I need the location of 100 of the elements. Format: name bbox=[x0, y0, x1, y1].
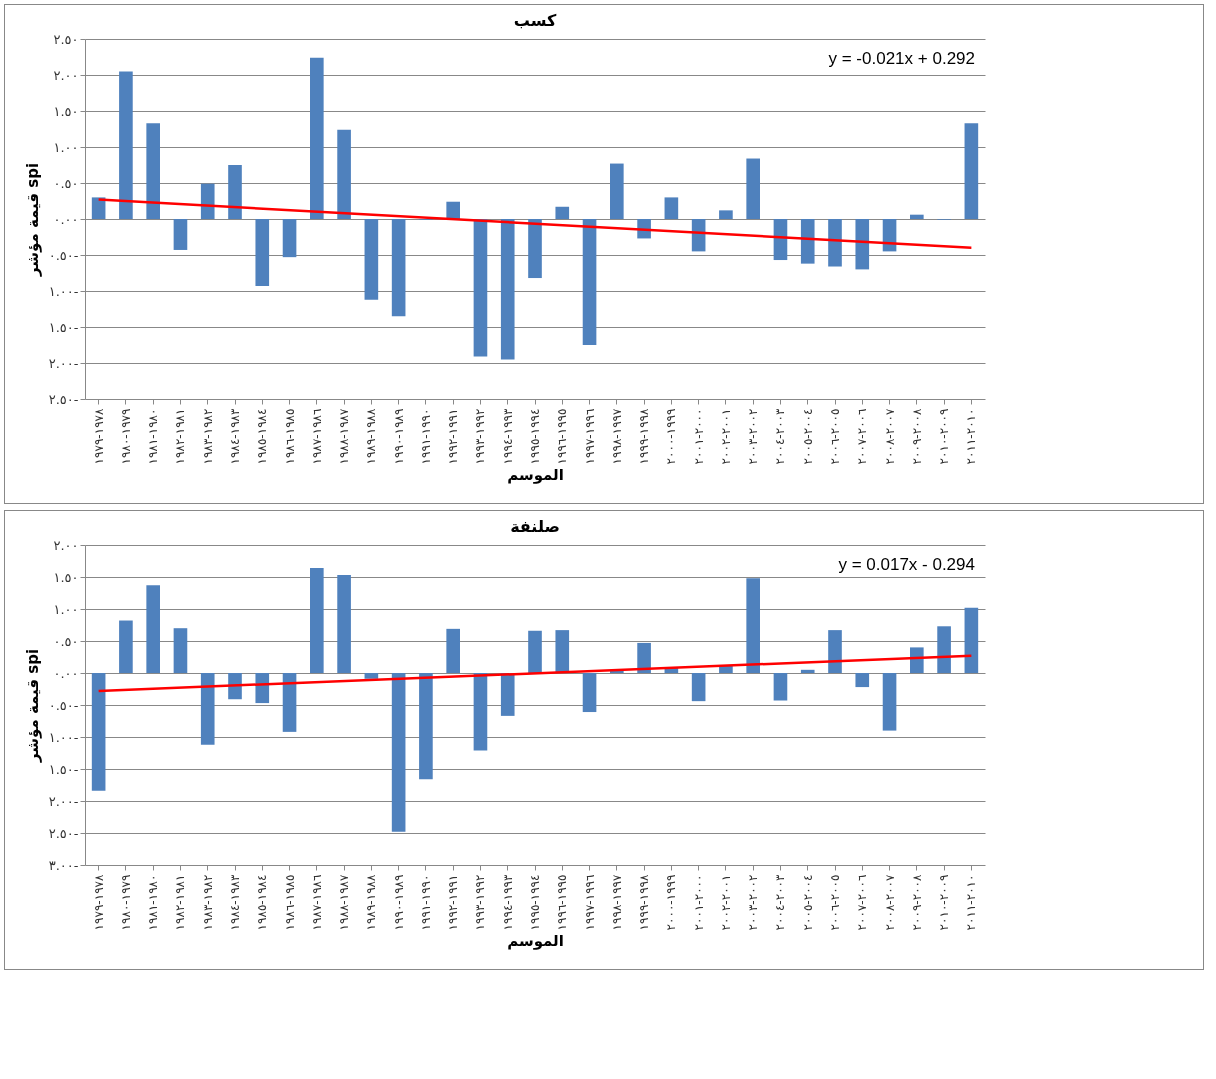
x-tick-label: ١٩٩٥-١٩٩٦ bbox=[555, 874, 570, 931]
bar bbox=[610, 163, 624, 219]
x-tick-label: ٢٠٠٤-٢٠٠٥ bbox=[800, 408, 815, 465]
x-tick-label: ٢٠٠٨-٢٠٠٩ bbox=[909, 407, 924, 465]
x-tick-label: ١٩٩٣-١٩٩٤ bbox=[500, 873, 515, 931]
bar bbox=[582, 219, 597, 345]
y-tick-label: ٢.٥٠- bbox=[48, 391, 79, 407]
x-tick-label: ١٩٩٢-١٩٩٣ bbox=[473, 874, 488, 931]
bar bbox=[910, 214, 924, 219]
x-tick-label: ٢٠٠٨-٢٠٠٩ bbox=[909, 873, 924, 931]
bar bbox=[200, 183, 215, 219]
y-tick-label: ٢.٠٠- bbox=[48, 355, 79, 371]
bar bbox=[555, 630, 570, 673]
bar bbox=[582, 673, 597, 713]
bar bbox=[255, 219, 270, 286]
y-axis-title: قيمة مؤشر spi bbox=[23, 648, 42, 764]
y-tick-label: ١.٥٠- bbox=[48, 319, 79, 335]
bar bbox=[882, 673, 897, 731]
annotation: y = 0.017x - 0.294 bbox=[838, 555, 975, 574]
bar bbox=[282, 673, 297, 732]
bar bbox=[446, 201, 460, 219]
x-tick-label: ٢٠٠٩-٢٠١٠ bbox=[937, 408, 952, 465]
bar bbox=[200, 673, 215, 745]
y-tick-label: ٠.٠٠ bbox=[53, 665, 79, 681]
bar bbox=[337, 129, 351, 219]
y-tick-label: ٠.٥٠- bbox=[48, 697, 79, 713]
x-tick-label: ١٩٧٨-١٩٧٩ bbox=[91, 407, 106, 465]
y-tick-label: ١.٥٠ bbox=[53, 569, 79, 585]
bar bbox=[746, 158, 760, 219]
bar bbox=[637, 642, 651, 673]
bar bbox=[91, 673, 106, 791]
bar bbox=[364, 219, 379, 300]
x-tick-label: ١٩٩٩-٢٠٠٠ bbox=[664, 408, 679, 465]
bar bbox=[800, 669, 815, 673]
annotation: y = -0.021x + 0.292 bbox=[828, 49, 975, 68]
y-axis-title: قيمة مؤشر spi bbox=[23, 162, 42, 278]
x-tick-label: ١٩٨٠-١٩٨١ bbox=[146, 874, 161, 931]
bar bbox=[310, 57, 324, 219]
bar bbox=[473, 673, 488, 751]
bar bbox=[310, 568, 324, 673]
x-tick-label: ١٩٨٨-١٩٨٩ bbox=[364, 407, 379, 465]
bar bbox=[419, 673, 433, 780]
y-tick-label: ١.٥٠- bbox=[48, 761, 79, 777]
x-tick-label: ٢٠٠١-٢٠٠٢ bbox=[718, 408, 733, 465]
x-tick-label: ١٩٨٤-١٩٨٥ bbox=[255, 874, 270, 931]
x-tick-label: ١٩٨٥-١٩٨٦ bbox=[282, 874, 297, 931]
x-tick-label: ٢٠٠٠-٢٠٠١ bbox=[691, 408, 706, 465]
x-tick-label: ١٩٨٠-١٩٨١ bbox=[146, 408, 161, 465]
bar bbox=[555, 206, 570, 219]
x-tick-label: ١٩٨٩-١٩٩٠ bbox=[391, 408, 406, 465]
x-tick-label: ١٩٩٨-١٩٩٩ bbox=[637, 407, 652, 465]
x-tick-label: ٢٠٠٣-٢٠٠٤ bbox=[773, 873, 788, 931]
x-tick-label: ١٩٩٥-١٩٩٦ bbox=[555, 408, 570, 465]
bar bbox=[282, 219, 297, 258]
bar bbox=[964, 123, 979, 219]
y-tick-label: ١.٠٠- bbox=[48, 283, 79, 299]
x-tick-label: ١٩٩٩-٢٠٠٠ bbox=[664, 874, 679, 931]
x-tick-label: ١٩٨٤-١٩٨٥ bbox=[255, 408, 270, 465]
x-tick-label: ٢٠٠٠-٢٠٠١ bbox=[691, 874, 706, 931]
y-tick-label: ٢.٠٠ bbox=[53, 537, 79, 553]
y-tick-label: ٠.٠٠ bbox=[53, 211, 79, 227]
x-tick-label: ٢٠٠٧-٢٠٠٨ bbox=[882, 407, 897, 465]
x-tick-label: ١٩٩٣-١٩٩٤ bbox=[500, 407, 515, 465]
y-tick-label: ٠.٥٠ bbox=[53, 633, 79, 649]
bar bbox=[255, 673, 270, 704]
bar bbox=[119, 620, 133, 673]
y-tick-label: ١.٠٠ bbox=[53, 139, 79, 155]
x-tick-label: ١٩٨١-١٩٨٢ bbox=[173, 408, 188, 465]
x-tick-label: ١٩٨٦-١٩٨٧ bbox=[309, 408, 324, 465]
bar bbox=[528, 630, 542, 673]
chart-title: كسب bbox=[513, 11, 557, 30]
x-tick-label: ١٩٩٦-١٩٩٧ bbox=[582, 874, 597, 931]
chart-title: صلنفة bbox=[510, 517, 560, 536]
y-tick-label: ٢.٠٠- bbox=[48, 793, 79, 809]
bar bbox=[746, 578, 760, 673]
x-tick-label: ١٩٩٨-١٩٩٩ bbox=[637, 873, 652, 931]
x-tick-label: ١٩٨١-١٩٨٢ bbox=[173, 874, 188, 931]
bar bbox=[146, 123, 160, 219]
bar bbox=[364, 673, 379, 679]
x-tick-label: ١٩٧٨-١٩٧٩ bbox=[91, 873, 106, 931]
y-tick-label: ٢.٠٠ bbox=[53, 67, 79, 83]
bar bbox=[446, 628, 460, 673]
bar bbox=[173, 628, 188, 673]
x-tick-label: ١٩٨٢-١٩٨٣ bbox=[200, 408, 215, 465]
bar bbox=[228, 165, 242, 219]
y-tick-label: ١.٠٠- bbox=[48, 729, 79, 745]
x-tick-label: ١٩٨٨-١٩٨٩ bbox=[364, 873, 379, 931]
x-axis-title: الموسم bbox=[507, 466, 564, 485]
bar bbox=[964, 607, 979, 673]
bar bbox=[500, 673, 515, 716]
bar bbox=[773, 673, 788, 701]
bar bbox=[828, 630, 842, 673]
x-tick-label: ٢٠٠٧-٢٠٠٨ bbox=[882, 873, 897, 931]
x-tick-label: ١٩٨٥-١٩٨٦ bbox=[282, 408, 297, 465]
bar bbox=[719, 210, 733, 219]
x-tick-label: ١٩٨٢-١٩٨٣ bbox=[200, 874, 215, 931]
x-tick-label: ١٩٧٩-١٩٨٠ bbox=[118, 408, 133, 465]
x-tick-label: ٢٠٠٢-٢٠٠٣ bbox=[746, 874, 761, 931]
bar bbox=[91, 197, 106, 219]
x-tick-label: ١٩٨٩-١٩٩٠ bbox=[391, 874, 406, 931]
